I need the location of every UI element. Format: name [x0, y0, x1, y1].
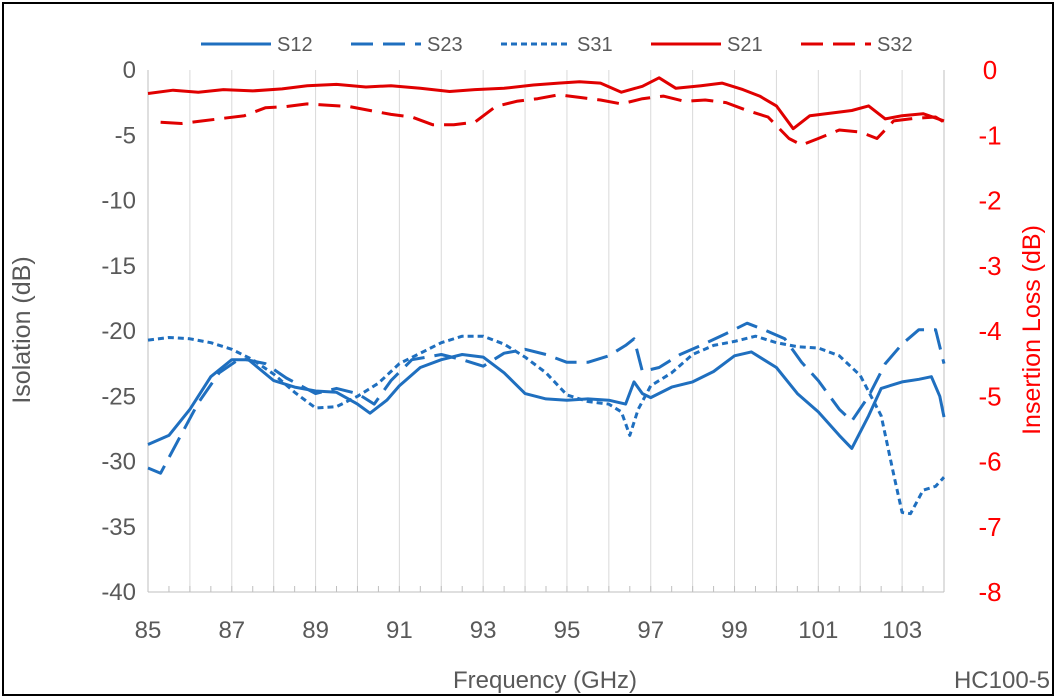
x-tick-label: 101: [798, 617, 838, 644]
x-tick-label: 97: [637, 617, 664, 644]
series-line-s23: [147, 321, 946, 475]
chart-note: HC100-5: [954, 667, 1050, 694]
y-tick-label: -35: [101, 514, 136, 541]
x-axis-title: Frequency (GHz): [453, 667, 637, 694]
y-tick-label: -20: [101, 318, 136, 345]
legend-label-s31: S31: [577, 34, 613, 56]
y2-tick-label: -2: [978, 186, 1001, 216]
y2-tick-label: -4: [978, 316, 1001, 346]
y2-axis-title: Insertion Loss (dB): [1018, 225, 1046, 435]
x-tick-label: 99: [721, 617, 748, 644]
y2-tick-label: -3: [978, 251, 1001, 281]
x-tick-label: 87: [218, 617, 245, 644]
y-tick-label: -40: [101, 579, 136, 606]
x-tick-label: 95: [554, 617, 581, 644]
y2-tick-label: -7: [978, 512, 1001, 542]
legend: S12 S23 S31 S21 S32: [201, 34, 913, 56]
x-tick-label: 103: [882, 617, 922, 644]
legend-label-s32: S32: [877, 34, 913, 56]
y2-tick-label: -1: [978, 120, 1001, 150]
series-layer: [147, 76, 946, 516]
legend-label-s21: S21: [727, 34, 763, 56]
legend-label-s23: S23: [427, 34, 463, 56]
grid-lines: [147, 70, 945, 592]
y-tick-label: -5: [115, 122, 136, 149]
series-line-s12: [147, 350, 946, 450]
x-tick-label: 93: [470, 617, 497, 644]
y-axis-title: Isolation (dB): [8, 256, 36, 403]
series-line-s32: [160, 93, 945, 147]
x-tick-label: 85: [135, 617, 162, 644]
y2-tick-label: -6: [978, 447, 1001, 477]
y-tick-label: -10: [101, 188, 136, 215]
legend-label-s12: S12: [277, 34, 313, 56]
y-tick-label: 0: [123, 57, 136, 84]
series-line-s31: [147, 334, 946, 516]
axes: 85 87 89 91 93 95 97 99 101 1030-5-10-15-20-25-30…: [101, 55, 1001, 644]
y2-tick-label: -5: [978, 381, 1001, 411]
x-tick-label: 91: [386, 617, 413, 644]
y2-tick-label: 0: [983, 55, 997, 85]
y-tick-label: -30: [101, 449, 136, 476]
y2-tick-label: -8: [978, 577, 1001, 607]
x-tick-label: 89: [302, 617, 329, 644]
y-tick-label: -15: [101, 253, 136, 280]
y-tick-label: -25: [101, 383, 136, 410]
series-line-s21: [147, 76, 945, 131]
